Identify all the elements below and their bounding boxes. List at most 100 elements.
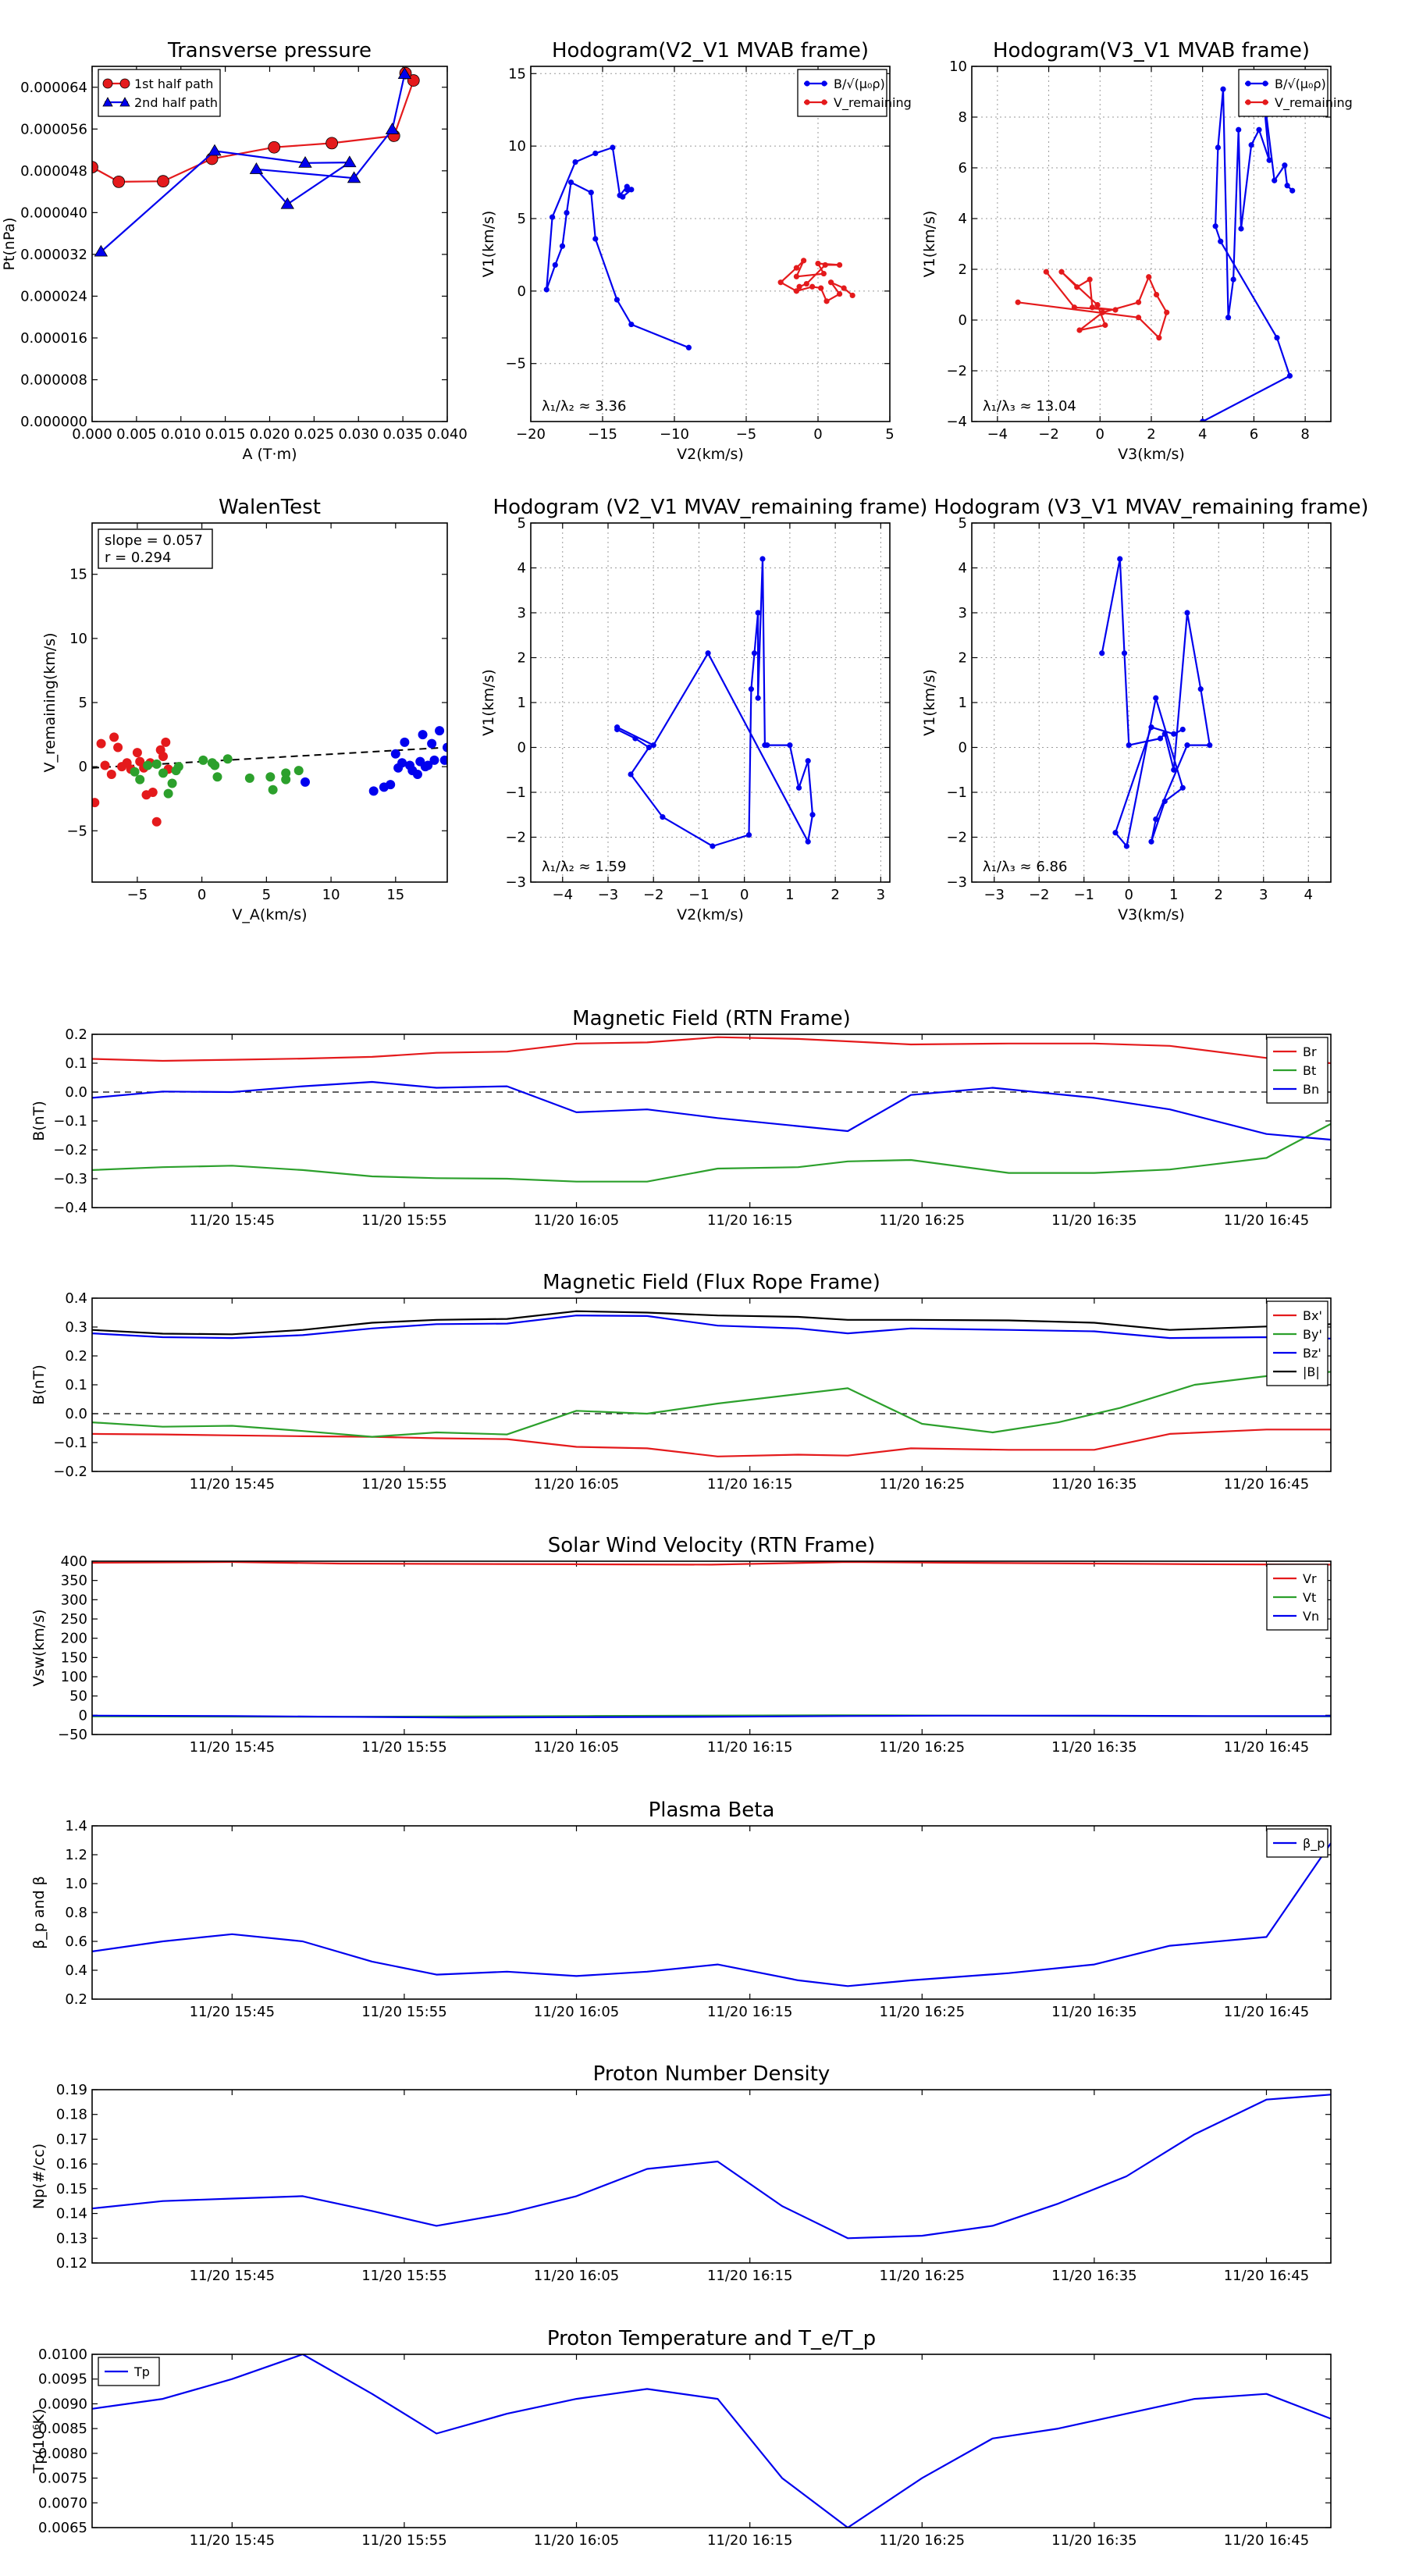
y-tick-label: −5 bbox=[66, 823, 87, 839]
data-point bbox=[543, 286, 550, 293]
y-tick-label: −1 bbox=[505, 785, 526, 801]
data-point bbox=[173, 762, 183, 772]
data-point bbox=[1218, 238, 1224, 244]
plot-area bbox=[543, 144, 855, 350]
chart-title: Hodogram(V3_V1 MVAB frame) bbox=[993, 39, 1310, 62]
data-point bbox=[592, 236, 599, 242]
y-tick-label: 0.8 bbox=[65, 1905, 87, 1921]
data-point bbox=[805, 758, 811, 764]
y-tick-label: 4 bbox=[518, 560, 526, 577]
data-point bbox=[1197, 686, 1204, 692]
legend-label: Bt bbox=[1303, 1063, 1316, 1078]
x-axis-label: A (T·m) bbox=[242, 446, 297, 463]
y-tick-label: −0.4 bbox=[53, 1200, 87, 1216]
legend-label: 2nd half path bbox=[134, 95, 218, 110]
data-point bbox=[1076, 327, 1083, 333]
data-point bbox=[628, 321, 635, 328]
y-tick-label: 0.18 bbox=[56, 2107, 87, 2123]
legend-marker bbox=[804, 99, 810, 105]
data-point bbox=[795, 785, 802, 791]
data-point bbox=[1161, 731, 1168, 737]
axes-frame bbox=[91, 2089, 1332, 2264]
legend-label: Bn bbox=[1303, 1082, 1319, 1097]
data-point bbox=[787, 742, 793, 749]
data-point bbox=[158, 752, 168, 761]
data-point bbox=[112, 175, 126, 188]
y-tick-label: 0.19 bbox=[56, 2082, 87, 2098]
legend-label: Bx' bbox=[1303, 1308, 1322, 1323]
x-tick-label: 0.010 bbox=[161, 426, 201, 443]
data-point bbox=[818, 285, 824, 291]
data-point bbox=[268, 785, 278, 795]
x-tick-label: 11/20 16:35 bbox=[1051, 2004, 1136, 2020]
legend-label: By' bbox=[1303, 1327, 1322, 1342]
y-tick-label: −5 bbox=[505, 356, 526, 372]
x-tick-label: 11/20 16:25 bbox=[880, 1476, 965, 1493]
y-tick-label: 0.000000 bbox=[20, 414, 87, 430]
x-tick-label: 11/20 15:55 bbox=[361, 2532, 446, 2549]
series-line-1 bbox=[92, 1123, 1331, 1183]
data-point bbox=[281, 774, 291, 785]
y-tick-label: 2 bbox=[959, 262, 967, 278]
x-tick-label: 11/20 16:25 bbox=[880, 1739, 965, 1756]
plot-area bbox=[92, 726, 447, 827]
axes-frame bbox=[91, 66, 448, 422]
data-point bbox=[1153, 695, 1159, 701]
y-tick-label: 0.13 bbox=[56, 2230, 87, 2247]
x-tick-label: 11/20 16:15 bbox=[707, 2532, 792, 2549]
x-tick-label: −10 bbox=[660, 426, 689, 443]
x-tick-label: 3 bbox=[877, 887, 885, 903]
y-tick-label: 0.0080 bbox=[38, 2446, 87, 2462]
data-point bbox=[1272, 177, 1278, 183]
y-tick-label: 0.3 bbox=[65, 1319, 87, 1336]
x-tick-label: 11/20 16:35 bbox=[1051, 1739, 1136, 1756]
data-point bbox=[298, 155, 312, 168]
y-tick-label: 3 bbox=[518, 605, 526, 621]
data-point bbox=[390, 749, 400, 759]
x-tick-label: 0 bbox=[197, 887, 206, 903]
data-point bbox=[113, 742, 123, 753]
x-axis-label: V2(km/s) bbox=[677, 446, 744, 463]
data-point bbox=[343, 155, 357, 168]
y-tick-label: 0 bbox=[959, 740, 967, 756]
data-point bbox=[1184, 742, 1190, 749]
chart-walen: WalenTest −5 0 5 10 15 −5 0 5 10 15 V_A(km/s) V_rema… bbox=[41, 496, 448, 923]
data-point bbox=[386, 780, 396, 790]
data-point bbox=[822, 262, 828, 269]
data-point bbox=[823, 298, 830, 304]
data-point bbox=[130, 767, 140, 777]
y-tick-label: 0.2 bbox=[65, 1026, 87, 1043]
data-point bbox=[301, 777, 310, 787]
data-point bbox=[1135, 299, 1142, 305]
series-line-0 bbox=[617, 557, 814, 848]
data-point bbox=[1148, 724, 1154, 731]
x-tick-label: 11/20 16:45 bbox=[1224, 1739, 1309, 1756]
series-line-3 bbox=[92, 1310, 1331, 1336]
x-tick-label: −2 bbox=[643, 887, 664, 903]
y-tick-label: 250 bbox=[61, 1611, 87, 1628]
data-point bbox=[268, 141, 281, 154]
data-point bbox=[793, 288, 799, 294]
x-tick-label: 11/20 16:15 bbox=[707, 1476, 792, 1493]
annotation-text: slope = 0.057 bbox=[105, 532, 203, 549]
y-axis-label: Vsw(km/s) bbox=[30, 1609, 48, 1686]
x-tick-label: 11/20 16:15 bbox=[707, 1212, 792, 1229]
y-tick-label: 5 bbox=[518, 211, 526, 227]
data-point bbox=[646, 744, 652, 751]
data-point bbox=[208, 144, 222, 156]
data-point bbox=[198, 755, 208, 765]
data-point bbox=[796, 283, 802, 290]
chart-bfield_fr: Magnetic Field (Flux Rope Frame) 11/20 15… bbox=[30, 1271, 1332, 1493]
y-tick-label: 2 bbox=[518, 650, 526, 667]
x-tick-label: 2 bbox=[1215, 887, 1223, 903]
y-tick-label: 0.000008 bbox=[20, 372, 87, 388]
y-tick-label: 150 bbox=[61, 1649, 87, 1666]
data-point bbox=[777, 279, 784, 286]
data-point bbox=[135, 774, 145, 785]
x-tick-label: 3 bbox=[1259, 887, 1268, 903]
y-tick-label: 0.0070 bbox=[38, 2495, 87, 2511]
series-line-0 bbox=[92, 2094, 1331, 2240]
y-axis-label: V1(km/s) bbox=[921, 669, 938, 736]
y-tick-label: 0.0090 bbox=[38, 2396, 87, 2412]
